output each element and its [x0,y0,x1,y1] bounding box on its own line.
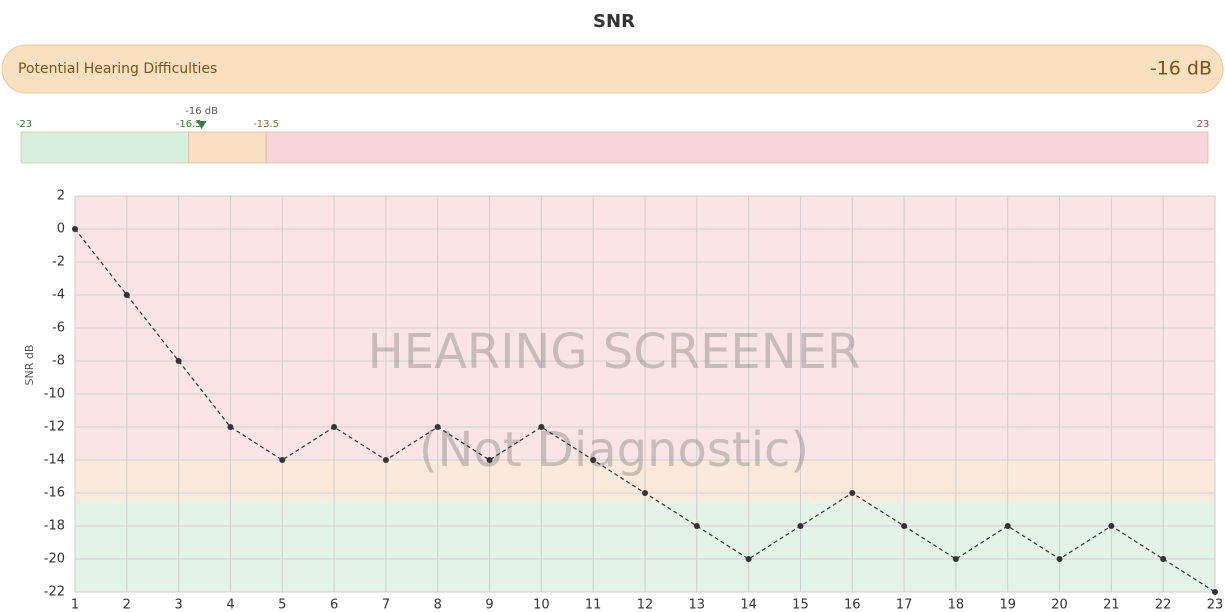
x-tick-label: 23 [1207,598,1224,612]
y-tick-label: -22 [44,585,65,600]
point [590,457,597,463]
point [538,424,545,430]
point [279,457,286,463]
x-tick-label: 7 [382,598,390,612]
y-tick-label: -12 [44,420,65,435]
y-tick-label: -6 [52,321,65,336]
x-tick-label: 2 [123,598,131,612]
x-tick-label: 13 [689,598,706,612]
banner [1,44,1224,94]
x-tick-label: 3 [174,598,182,612]
x-tick-label: 16 [844,598,861,612]
x-tick-label: 17 [896,598,913,612]
x-tick-label: 11 [585,598,602,612]
point [434,424,441,430]
point [486,457,493,463]
y-tick-label: -18 [44,519,65,534]
y-tick-label: -10 [44,387,65,402]
point [72,226,78,232]
y-tick-label: -16 [44,486,65,501]
y-tick-label: -20 [44,552,65,567]
point [1056,556,1063,562]
x-tick-label: 9 [485,598,493,612]
x-tick-label: 12 [637,598,654,612]
title: SNR [593,11,635,32]
point [642,490,648,496]
y-tick-label: 0 [57,222,65,237]
x-tick-label: 22 [1155,598,1172,612]
scale-marker-label: -16 dB [185,106,218,117]
x-tick-label: 18 [948,598,965,612]
point [123,292,130,298]
y-tick-label: -4 [52,288,65,303]
x-tick-label: 15 [792,598,809,612]
y-tick-label: 2 [57,189,65,204]
scale-segment [188,131,267,164]
x-tick-label: 8 [434,598,442,612]
scale-segment [265,131,1209,164]
scale-threshold-label: -16.5 [176,119,202,130]
banner-label: Potential Hearing Difficulties [18,61,217,77]
x-tick-label: 19 [999,598,1016,612]
point [693,523,700,529]
y-tick-label: -14 [44,453,65,468]
x-tick-label: 1 [71,598,79,612]
x-tick-label: 20 [1051,598,1068,612]
y-tick-label: -2 [52,255,65,270]
point [1212,589,1218,595]
x-tick-label: 5 [278,598,286,612]
x-tick-label: 6 [330,598,338,612]
point [331,424,338,430]
point [175,358,182,364]
scale-marker [196,121,207,129]
point [1160,556,1167,562]
point [382,457,389,463]
point [797,523,804,529]
point [745,556,752,562]
y-axis-label: SNR dB [23,345,36,386]
scale-segment [20,131,190,164]
x-tick-label: 4 [226,598,234,612]
point [901,523,908,529]
scale-threshold-label: -13.5 [253,119,279,130]
x-tick-label: 10 [533,598,550,612]
x-tick-label: 21 [1103,598,1120,612]
watermark: (Not Diagnostic) [419,422,809,478]
point [227,424,234,430]
watermark: HEARING SCREENER [368,324,861,380]
scale-min-label: -23 [16,119,32,130]
scale-max-label: 23 [1197,119,1210,130]
point [1004,523,1011,529]
point [1108,523,1115,529]
point [849,490,856,496]
banner-value: -16 dB [1150,58,1212,80]
point [952,556,959,562]
x-tick-label: 14 [740,598,757,612]
y-tick-label: -8 [52,354,65,369]
